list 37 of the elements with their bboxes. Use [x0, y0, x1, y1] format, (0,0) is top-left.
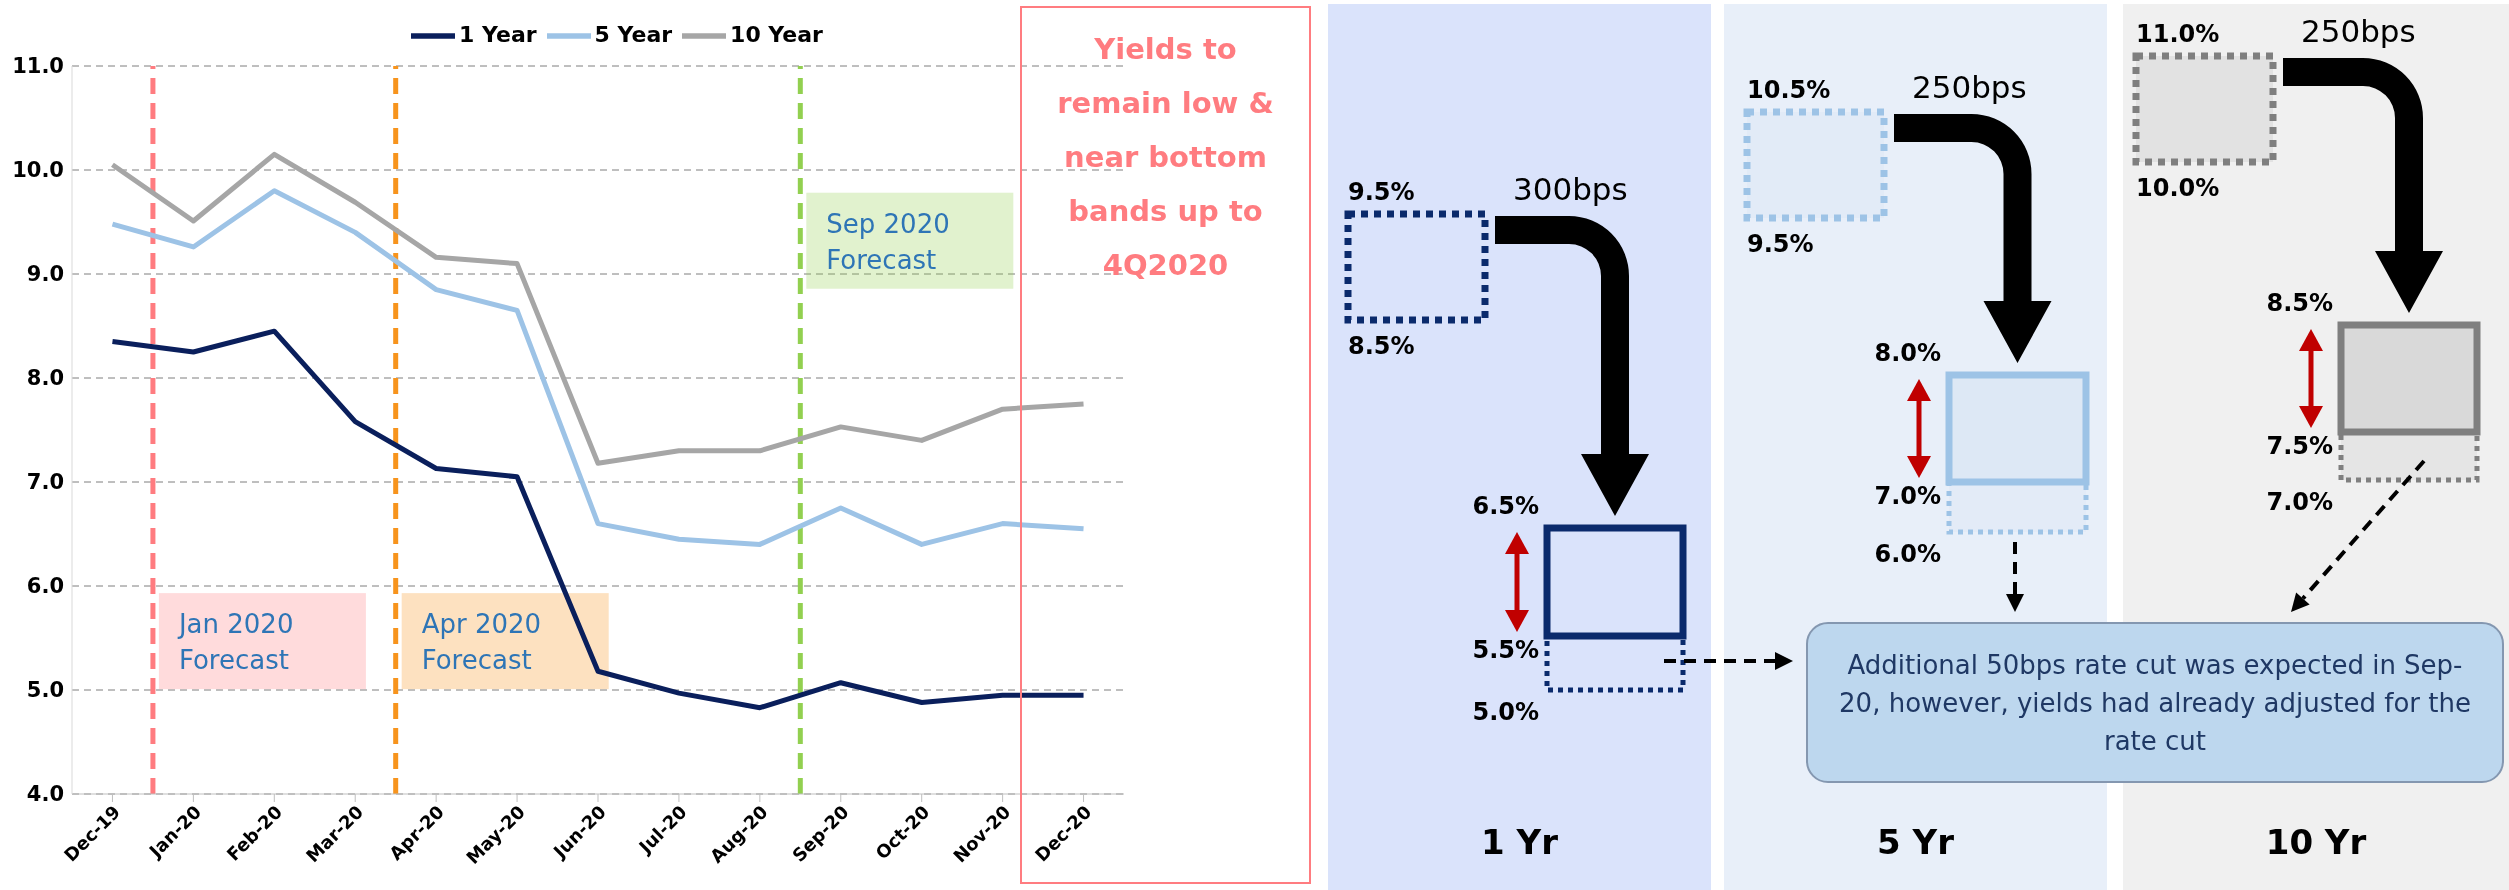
callout-box: Additional 50bps rate cut was expected in Sep-20, however, yields had already adjusted for the rate cut	[1806, 622, 2504, 783]
y-tick-label: 7.0	[26, 470, 64, 495]
y-tick-label: 9.0	[26, 262, 64, 287]
category-label: 1 Yr	[1481, 822, 1559, 862]
text: 8.5%	[1348, 332, 1415, 360]
category-label: 5 Yr	[1877, 822, 1955, 862]
text: 250bps	[1912, 69, 2027, 105]
text: 7.0%	[1874, 482, 1941, 510]
text: 5.0%	[1472, 698, 1539, 726]
y-tick-label: 11.0	[12, 54, 64, 79]
text: 9.5%	[1747, 230, 1814, 258]
y-tick-label: 10.0	[12, 158, 64, 183]
text: 7.0%	[2266, 488, 2333, 516]
text: 10.5%	[1747, 76, 1831, 104]
y-tick-label: 5.0	[26, 678, 64, 703]
legend-label: 1 Year	[459, 22, 537, 47]
text: 6.5%	[1472, 492, 1539, 520]
category-label: 10 Yr	[2265, 822, 2367, 862]
ref-line-label: Apr 2020 Forecast	[421, 609, 542, 676]
y-tick-label: 8.0	[26, 366, 64, 391]
y-tick-label: 6.0	[26, 574, 64, 599]
y-tick-label: 4.0	[26, 782, 64, 807]
text: 10.0%	[2136, 174, 2220, 202]
ref-line-label: Jan 2020 Forecast	[176, 609, 294, 676]
text: 250bps	[2301, 13, 2416, 49]
text: 6.0%	[1874, 540, 1941, 568]
text: 300bps	[1513, 171, 1628, 207]
legend-label: 5 Year	[594, 22, 673, 47]
legend-label: 10 Year	[730, 22, 823, 47]
text: 8.5%	[2266, 289, 2333, 317]
text: 11.0%	[2136, 20, 2220, 48]
text: 9.5%	[1348, 178, 1415, 206]
annotation: Yields to remain low & near bottom bands up to 4Q2020	[1056, 31, 1275, 284]
text: 7.5%	[2266, 432, 2333, 460]
text: 5.5%	[1472, 636, 1539, 664]
ref-line-label: Sep 2020 Forecast	[826, 208, 950, 275]
text: 8.0%	[1874, 339, 1941, 367]
